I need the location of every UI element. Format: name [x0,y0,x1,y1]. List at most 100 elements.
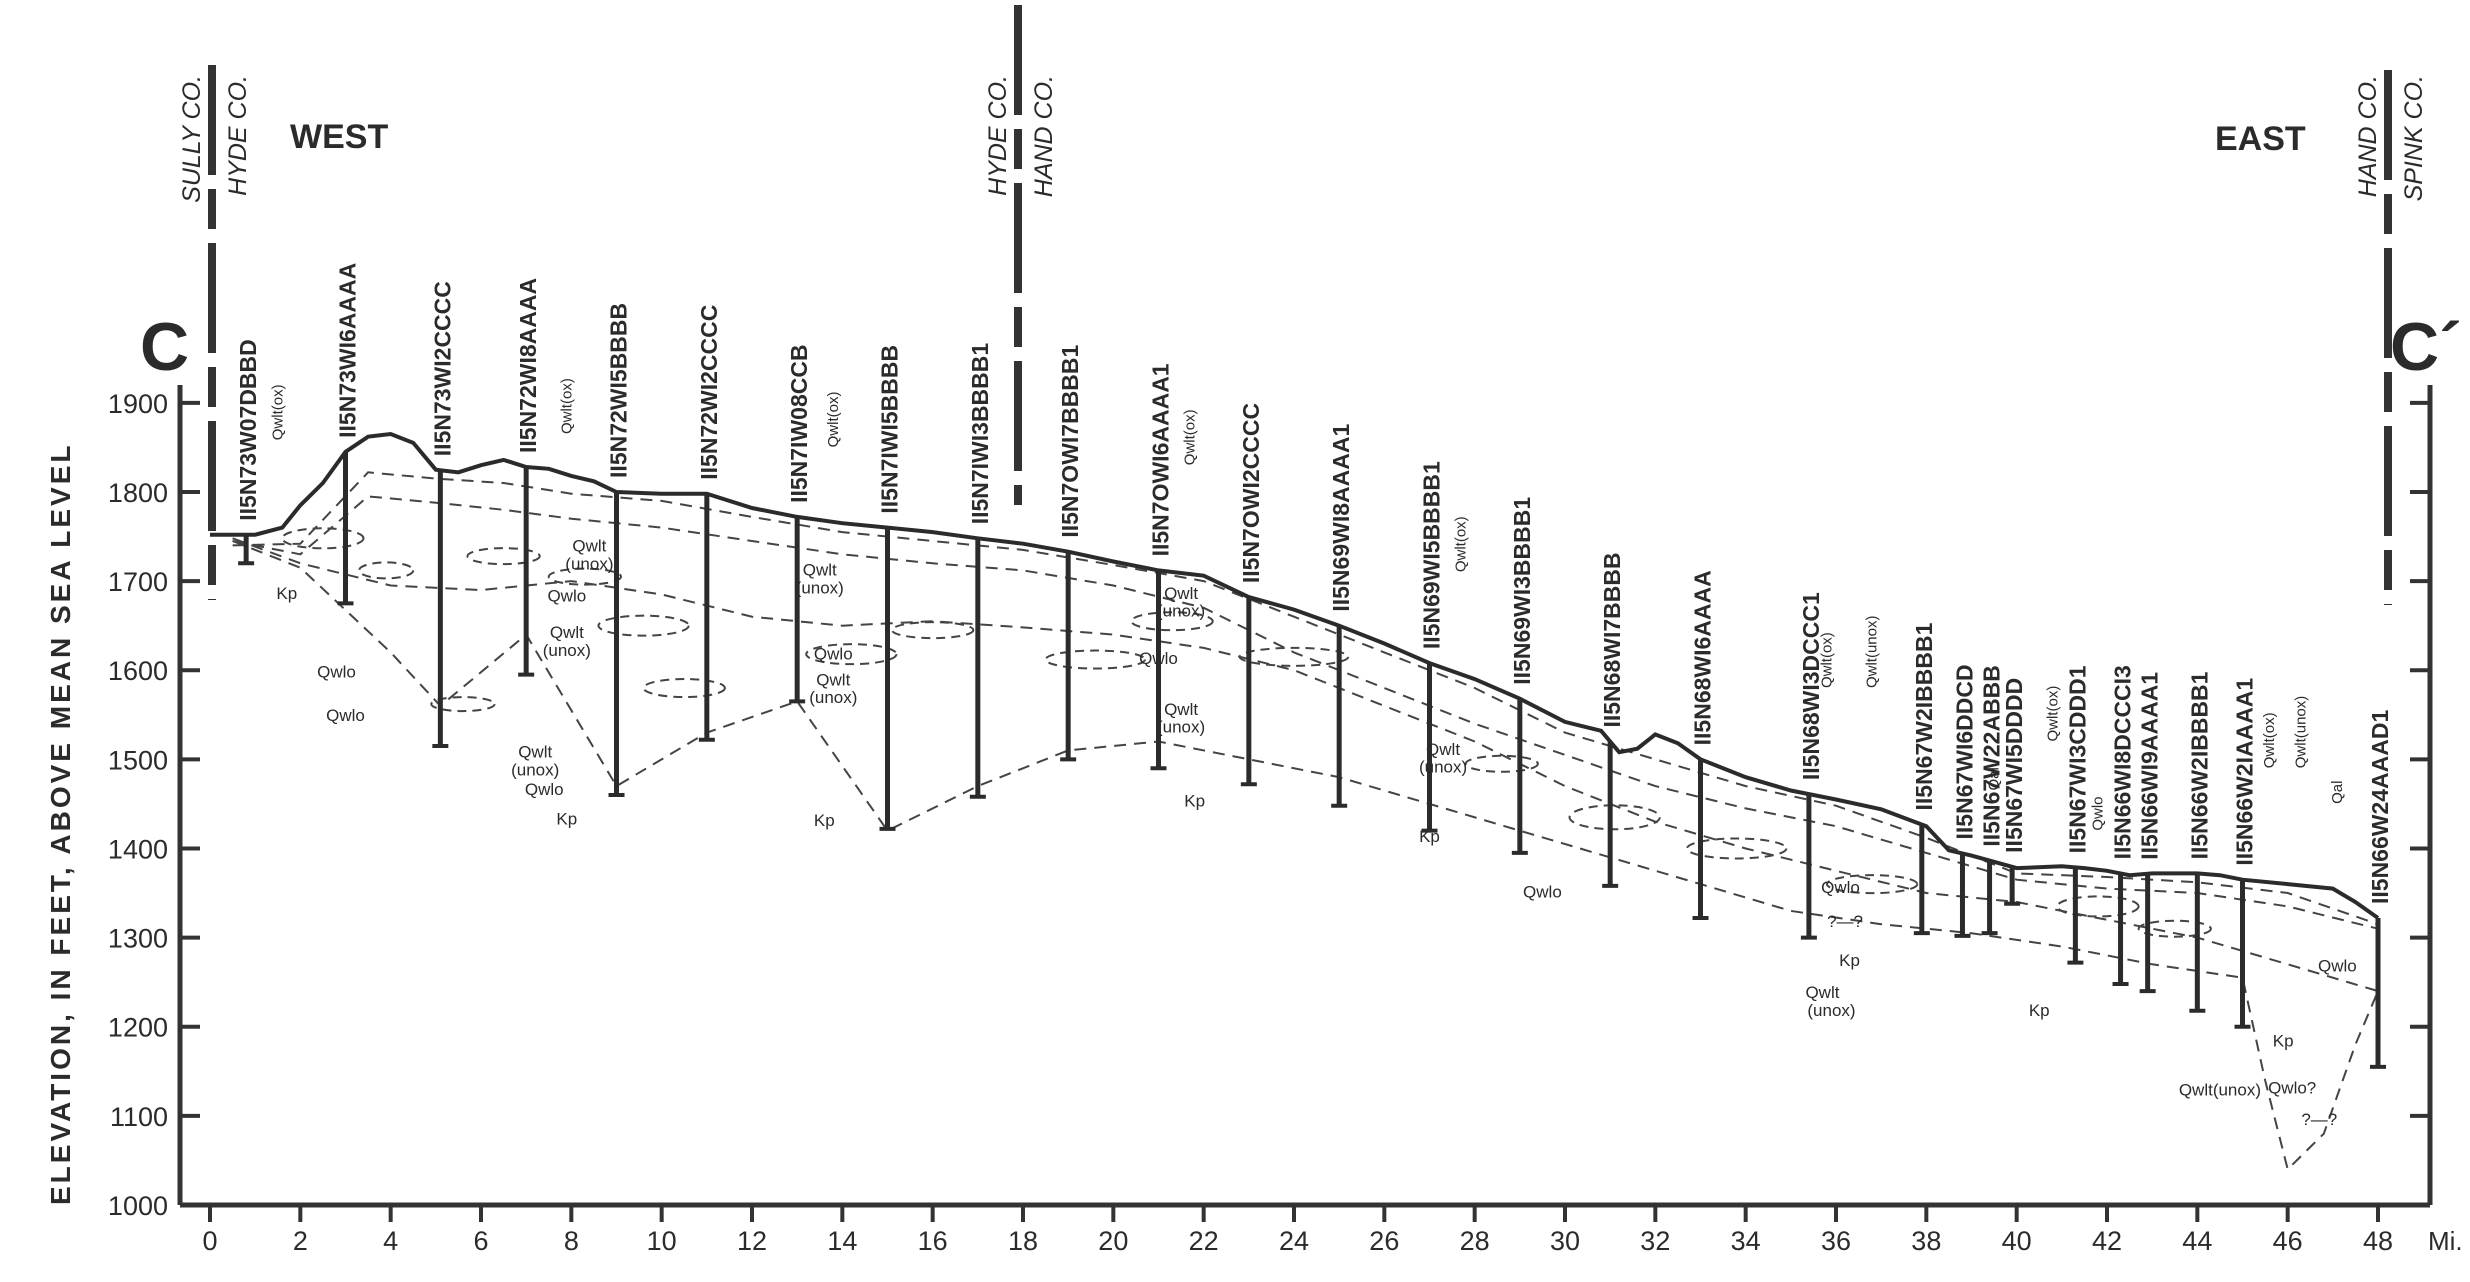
well-id-label: II5N73WI2CCCC [429,281,455,456]
county-name-west: SULLY CO. [178,75,206,203]
unit-label: Qwlt(ox) [1182,409,1199,465]
unit-label: ?—? [2301,1110,2337,1129]
well-id-label: II5N67W2IBBBB1 [1911,622,1937,810]
unit-label: Qwlt(unox) [2179,1080,2261,1099]
well-id-label: II5N72WI2CCCC [696,305,722,480]
lens [1238,646,1350,667]
unit-label: Qwlt(ox) [2044,686,2061,742]
x-tick-label: 28 [1460,1226,1490,1256]
unit-label: Kp [814,811,835,830]
x-tick-label: 30 [1550,1226,1580,1256]
x-tick-label: 16 [918,1226,948,1256]
lens [891,621,975,640]
well-id-label: II5N73W07DBBD [235,339,261,521]
unit-label: Kp [1419,827,1440,846]
unit-label: Kp [2273,1031,2294,1050]
well-id-label: II5N68WI6AAAA [1690,570,1716,745]
county-name-east: HAND CO. [1030,75,1058,197]
x-tick-label: 26 [1369,1226,1399,1256]
well-id-label: II5N69WI3BBBB1 [1509,497,1535,685]
lens [2056,895,2140,918]
y-tick-label: 1500 [108,745,168,775]
well-id-label: II5N68WI7BBBB [1599,552,1625,727]
unit-label: Qal [1986,767,2003,790]
unit-label: (unox) [1157,718,1205,737]
contact-line [232,495,2379,930]
unit-label: ?—? [1827,912,1863,931]
unit-label: Qwlt(ox) [2261,712,2278,768]
unit-label: Kp [1839,951,1860,970]
x-tick-label: 48 [2363,1226,2393,1256]
lens [547,567,623,586]
unit-label: Qwlo [814,645,853,664]
lens [597,614,690,637]
unit-label: Qwlo? [2268,1079,2316,1098]
x-tick-label: 14 [827,1226,857,1256]
well-id-label: II5N7OWI7BBBB1 [1057,344,1083,537]
lens [1044,649,1146,670]
unit-label: Qwlt [1164,584,1198,603]
unit-label: Qwlt(ox) [1818,632,1835,688]
well-id-label: II5N68WI3DCCC1 [1798,592,1824,780]
x-tick-label: 36 [1821,1226,1851,1256]
lens [358,561,415,580]
county-name-west: HAND CO. [2354,75,2382,197]
well-id-label: II5N67WI5DDDD [2001,678,2027,853]
well-id-label: II5N66W24AAAD1 [2367,710,2393,904]
unit-label: Qwlo [1139,649,1178,668]
unit-label: Qwlo [1523,883,1562,902]
section-label-left: C [140,309,189,385]
lens [1825,874,1919,895]
unit-label: Qwlo [2318,956,2357,975]
well-id-label: II5N67WI6DDCD [1951,664,1977,839]
y-tick-label: 1000 [108,1191,168,1221]
well-id-label: II5N72WI5BBBB [606,303,632,478]
unit-label: (unox) [1807,1001,1855,1020]
unit-label: Qwlo [547,587,586,606]
x-tick-label: 44 [2182,1226,2212,1256]
x-tick-label: 20 [1098,1226,1128,1256]
x-tick-label: 8 [564,1226,579,1256]
unit-label: (unox) [565,555,613,574]
well-id-label: II5N69WI5BBBB1 [1419,461,1445,649]
unit-annotations: Qwlt(ox)KpQwloQwloQwlt(ox)Qwlt(unox)Qwlo… [269,378,2356,1129]
county-boundaries: SULLY CO. HYDE CO. HYDE CO. HAND CO. HAND CO… [178,5,2428,605]
unit-label: Qwlo [317,662,356,681]
y-tick-label: 1800 [108,478,168,508]
section-label-right: C´ [2390,309,2462,385]
x-tick-label: 12 [737,1226,767,1256]
x-tick-label: 40 [2002,1226,2032,1256]
unit-label: Qwlt [1805,983,1839,1002]
lens [466,547,541,566]
plot-frame [177,385,2433,1208]
unit-label: Qwlo [2089,796,2106,830]
unit-label: Qwlt(unox) [1864,616,1881,689]
unit-label: Kp [1184,792,1205,811]
well-id-label: II5N7OWI2CCCC [1238,403,1264,583]
lens [2137,919,2212,938]
unit-label: Qwlt [1164,700,1198,719]
unit-label: Qwlo [525,780,564,799]
unit-label: Qwlt(ox) [269,384,286,440]
well-id-label: II5N66WI9AAAA1 [2137,672,2163,860]
y-tick-label: 1600 [108,656,168,686]
x-tick-label: 0 [202,1226,217,1256]
unit-label: Qwlt [816,670,850,689]
x-tick-label: 6 [473,1226,488,1256]
unit-label: (unox) [1157,602,1205,621]
lenses [281,527,2212,938]
lens [1685,837,1788,860]
x-tick-label: 32 [1640,1226,1670,1256]
unit-label: Qwlt [803,561,837,580]
x-tick-label: 24 [1279,1226,1309,1256]
unit-label: Qwlt(ox) [558,378,575,434]
unit-label: (unox) [543,641,591,660]
unit-label: (unox) [809,688,857,707]
x-tick-label: 34 [1731,1226,1761,1256]
y-axis-label: ELEVATION, IN FEET, ABOVE MEAN SEA LEVEL [45,442,76,1205]
x-axis-unit: Mi. [2428,1226,2463,1256]
y-tick-label: 1100 [110,1102,168,1132]
unit-label: Qal [2329,781,2346,804]
x-tick-label: 10 [647,1226,677,1256]
